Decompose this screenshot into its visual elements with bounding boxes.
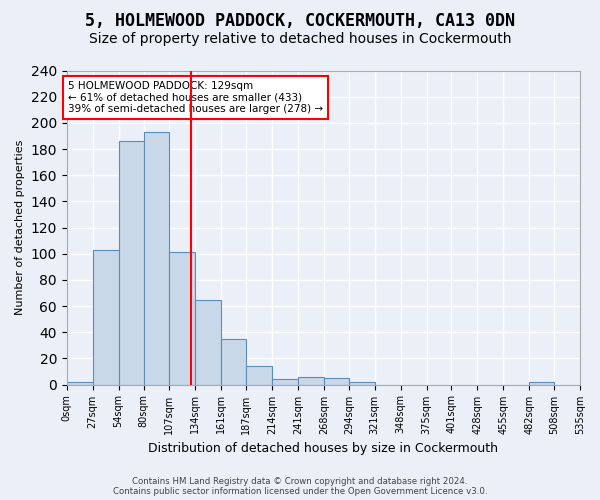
Bar bbox=[169, 252, 196, 384]
Text: Size of property relative to detached houses in Cockermouth: Size of property relative to detached ho… bbox=[89, 32, 511, 46]
Text: 5 HOLMEWOOD PADDOCK: 129sqm
← 61% of detached houses are smaller (433)
39% of se: 5 HOLMEWOOD PADDOCK: 129sqm ← 61% of det… bbox=[68, 81, 323, 114]
Text: 5, HOLMEWOOD PADDOCK, COCKERMOUTH, CA13 0DN: 5, HOLMEWOOD PADDOCK, COCKERMOUTH, CA13 … bbox=[85, 12, 515, 30]
Bar bbox=[196, 300, 221, 384]
Bar bbox=[529, 382, 554, 384]
Text: Contains HM Land Registry data © Crown copyright and database right 2024.
Contai: Contains HM Land Registry data © Crown c… bbox=[113, 476, 487, 496]
X-axis label: Distribution of detached houses by size in Cockermouth: Distribution of detached houses by size … bbox=[148, 442, 499, 455]
Bar bbox=[324, 378, 349, 384]
Bar bbox=[272, 380, 298, 384]
Bar bbox=[221, 339, 246, 384]
Bar bbox=[349, 382, 375, 384]
Bar bbox=[119, 141, 143, 384]
Bar bbox=[67, 382, 92, 384]
Bar bbox=[92, 250, 119, 384]
Bar bbox=[143, 132, 169, 384]
Y-axis label: Number of detached properties: Number of detached properties bbox=[15, 140, 25, 315]
Bar bbox=[246, 366, 272, 384]
Bar bbox=[298, 376, 324, 384]
